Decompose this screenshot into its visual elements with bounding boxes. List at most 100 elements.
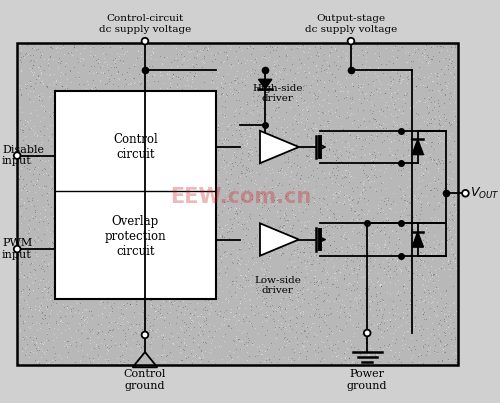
Point bbox=[232, 162, 240, 168]
Point bbox=[448, 212, 456, 218]
Point bbox=[376, 356, 384, 363]
Point bbox=[304, 201, 312, 208]
Point bbox=[100, 175, 108, 182]
Point bbox=[106, 220, 114, 226]
Point bbox=[53, 120, 61, 126]
Point bbox=[230, 159, 238, 165]
Point bbox=[374, 282, 382, 289]
Point bbox=[218, 355, 226, 362]
Point bbox=[304, 152, 312, 159]
Point bbox=[400, 341, 408, 347]
Point bbox=[306, 217, 314, 224]
Point bbox=[136, 202, 144, 209]
Point bbox=[128, 291, 136, 297]
Point bbox=[354, 300, 362, 306]
Point bbox=[38, 310, 46, 316]
Point bbox=[447, 198, 455, 205]
Point bbox=[445, 132, 453, 139]
Point bbox=[298, 328, 306, 334]
Point bbox=[196, 223, 203, 229]
Point bbox=[342, 167, 349, 173]
Point bbox=[390, 356, 398, 363]
Point bbox=[95, 254, 103, 260]
Point bbox=[82, 122, 90, 128]
Point bbox=[296, 291, 304, 297]
Point bbox=[406, 159, 414, 166]
Point bbox=[72, 267, 80, 274]
Point bbox=[90, 90, 98, 96]
Point bbox=[368, 132, 376, 138]
Point bbox=[98, 321, 106, 327]
Point bbox=[43, 83, 51, 90]
Point bbox=[146, 341, 154, 347]
Point bbox=[172, 143, 180, 149]
Point bbox=[164, 67, 172, 74]
Point bbox=[328, 169, 336, 175]
Point bbox=[248, 195, 256, 202]
Point bbox=[230, 86, 238, 92]
Point bbox=[362, 325, 370, 331]
Point bbox=[101, 341, 109, 348]
Point bbox=[298, 287, 306, 294]
Point bbox=[116, 283, 124, 290]
Point bbox=[120, 229, 128, 235]
Point bbox=[216, 343, 224, 349]
Point bbox=[62, 112, 70, 118]
Point bbox=[384, 218, 392, 225]
Point bbox=[72, 343, 80, 349]
Point bbox=[420, 297, 428, 303]
Point bbox=[206, 238, 214, 244]
Point bbox=[422, 222, 430, 229]
Point bbox=[239, 316, 247, 322]
Point bbox=[443, 218, 451, 225]
Point bbox=[200, 347, 208, 354]
Point bbox=[249, 107, 257, 114]
Point bbox=[25, 286, 33, 292]
Point bbox=[242, 319, 250, 325]
Point bbox=[150, 251, 158, 258]
Point bbox=[94, 152, 102, 159]
Point bbox=[282, 229, 290, 235]
Point bbox=[400, 207, 408, 214]
Point bbox=[193, 313, 201, 320]
Point bbox=[448, 80, 456, 87]
Point bbox=[162, 235, 170, 242]
Point bbox=[433, 161, 441, 168]
Point bbox=[186, 225, 194, 231]
Point bbox=[306, 341, 314, 347]
Point bbox=[158, 124, 166, 130]
Point bbox=[49, 336, 57, 343]
Point bbox=[132, 56, 140, 62]
Point bbox=[88, 197, 96, 204]
Point bbox=[106, 301, 114, 308]
Point bbox=[372, 264, 380, 270]
Point bbox=[286, 134, 294, 141]
Point bbox=[136, 174, 144, 181]
Point bbox=[92, 147, 100, 154]
Point bbox=[342, 323, 349, 329]
Point bbox=[250, 248, 258, 255]
Point bbox=[177, 339, 185, 345]
Point bbox=[174, 303, 182, 309]
Point bbox=[356, 145, 364, 152]
Point bbox=[154, 166, 162, 173]
Point bbox=[116, 322, 124, 328]
Point bbox=[432, 249, 440, 255]
Point bbox=[25, 236, 33, 242]
Point bbox=[426, 305, 434, 312]
Point bbox=[328, 223, 336, 230]
Point bbox=[128, 337, 136, 343]
Point bbox=[390, 104, 398, 110]
Point bbox=[180, 353, 188, 359]
Point bbox=[416, 293, 424, 300]
Point bbox=[288, 192, 296, 198]
Point bbox=[298, 144, 306, 151]
Point bbox=[330, 210, 338, 217]
Point bbox=[66, 257, 74, 264]
Point bbox=[134, 216, 142, 222]
Point bbox=[218, 299, 226, 305]
Point bbox=[142, 84, 150, 90]
Point bbox=[256, 131, 264, 137]
Point bbox=[212, 291, 220, 298]
Point bbox=[46, 292, 54, 298]
